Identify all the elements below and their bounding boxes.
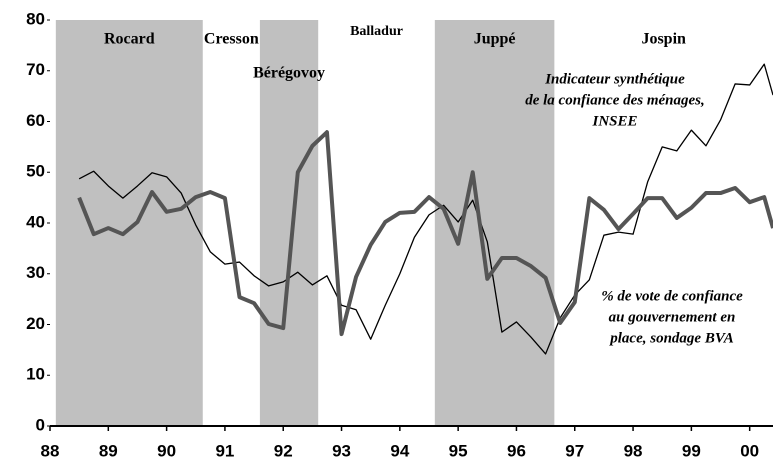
period-label: Juppé	[474, 31, 516, 48]
annotation: Indicateur synthétique	[544, 71, 685, 87]
period-label: Rocard	[104, 31, 155, 48]
period-label: Jospin	[641, 31, 686, 48]
y-tick-label: 40	[26, 212, 45, 231]
x-tick-label: 99	[682, 441, 701, 460]
annotation: au gouvernement en	[609, 309, 736, 325]
y-tick-label: 30	[26, 263, 45, 282]
annotation: INSEE	[591, 113, 637, 129]
y-tick-label: 80	[26, 9, 45, 28]
x-tick-label: 96	[507, 441, 526, 460]
y-tick-label: 0	[36, 415, 45, 434]
y-tick-label: 50	[26, 162, 45, 181]
series-line	[77, 130, 773, 337]
period-band	[434, 20, 555, 426]
period-label: Balladur	[350, 24, 403, 39]
x-tick-label: 91	[215, 441, 234, 460]
x-tick-label: 98	[624, 441, 643, 460]
series-line	[78, 63, 773, 355]
y-tick-label: 10	[26, 365, 45, 384]
x-tick-label: 88	[41, 441, 60, 460]
annotation: place, sondage BVA	[608, 330, 733, 346]
annotation: % de vote de confiance	[601, 288, 743, 304]
period-label: Cresson	[204, 31, 259, 48]
y-tick-label: 60	[26, 111, 45, 130]
y-tick-label: 70	[26, 60, 45, 79]
period-label: Bérégovoy	[253, 65, 325, 82]
x-tick-label: 95	[449, 441, 468, 460]
y-tick-label: 20	[26, 314, 45, 333]
x-tick-label: 92	[274, 441, 293, 460]
x-tick-label: 93	[332, 441, 351, 460]
period-band	[55, 20, 203, 426]
period-band	[259, 20, 319, 426]
x-tick-label: 97	[565, 441, 584, 460]
x-tick-label: 94	[390, 441, 409, 460]
annotation: de la confiance des ménages,	[525, 92, 705, 108]
x-tick-label: 89	[99, 441, 118, 460]
x-tick-label: 00	[740, 441, 759, 460]
x-tick-label: 90	[157, 441, 176, 460]
